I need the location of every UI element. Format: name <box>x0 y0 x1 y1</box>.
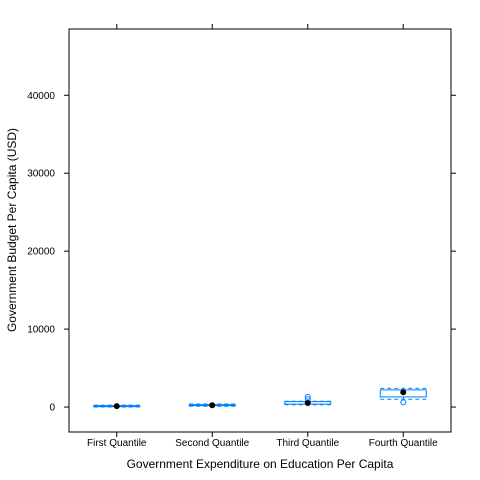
median-dot <box>209 402 216 409</box>
median-dot <box>304 400 311 407</box>
y-tick-label: 40000 <box>27 91 55 102</box>
boxes <box>93 387 427 410</box>
median-dot <box>400 389 407 396</box>
y-tick-label: 30000 <box>27 169 55 180</box>
x-tick-label: Second Quantile <box>175 438 249 449</box>
y-axis: 0 10000 20000 30000 40000 <box>27 91 456 414</box>
y-tick-label: 10000 <box>27 325 55 336</box>
x-axis-title: Government Expenditure on Education Per … <box>127 457 394 471</box>
outlier-point <box>400 399 407 406</box>
y-axis-title: Government Budget Per Capita (USD) <box>5 128 19 332</box>
plot-frame <box>68 28 452 433</box>
box-1 <box>93 403 141 410</box>
box-4 <box>379 387 427 406</box>
box-3 <box>284 393 332 407</box>
x-tick-label: Fourth Quantile <box>369 438 438 449</box>
y-tick-label: 20000 <box>27 247 55 258</box>
y-tick-label: 0 <box>49 403 55 414</box>
outlier-point <box>304 393 311 400</box>
x-tick-label: First Quantile <box>87 438 147 449</box>
x-axis: First Quantile Second Quantile Third Quant… <box>87 24 438 449</box>
median-dot <box>113 403 120 410</box>
box-2 <box>188 402 236 409</box>
x-tick-label: Third Quantile <box>276 438 339 449</box>
